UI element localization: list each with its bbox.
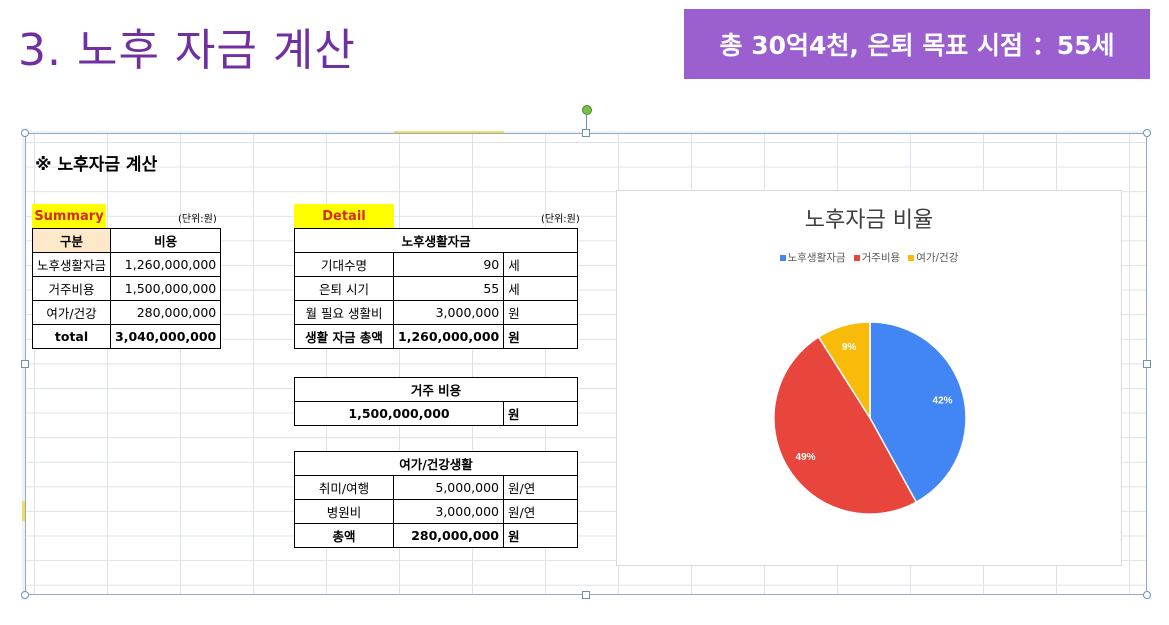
summary-total-value: 3,040,000,000 bbox=[110, 324, 222, 349]
detail-row-value: 55 bbox=[392, 276, 505, 301]
resize-handle-top-left[interactable] bbox=[21, 129, 29, 137]
legend-item: 여가/건강 bbox=[908, 250, 958, 265]
resize-handle-top[interactable] bbox=[582, 129, 590, 137]
pie-slice-label-0: 42% bbox=[933, 395, 953, 406]
summary-row-name: 여가/건강 bbox=[31, 300, 112, 325]
pie-slice-label-2: 9% bbox=[842, 342, 857, 353]
leisure-row-unit: 원/연 bbox=[503, 499, 578, 524]
leisure-row-unit: 원/연 bbox=[503, 475, 578, 500]
slide-title: 3. 노후 자금 계산 bbox=[18, 25, 356, 76]
leisure-total-unit: 원 bbox=[503, 523, 578, 548]
living-expense-title: 노후생활자금 bbox=[293, 228, 579, 253]
legend-item: 노후생활자금 bbox=[779, 250, 846, 265]
legend-label-2: 여가/건강 bbox=[916, 252, 959, 264]
table-row: 은퇴 시기 55 세 bbox=[294, 276, 579, 301]
summary-row-value: 1,260,000,000 bbox=[110, 252, 222, 277]
legend-label-1: 거주비용 bbox=[861, 252, 901, 264]
summary-row-value: 1,500,000,000 bbox=[110, 276, 222, 301]
detail-row-name: 월 필요 생활비 bbox=[294, 300, 394, 325]
table-row: 기대수명 90 세 bbox=[294, 252, 579, 277]
detail-unit: (단위:원) bbox=[541, 214, 580, 225]
chart-legend: 노후생활자금 거주비용 여가/건강 bbox=[616, 250, 1122, 265]
summary-total-name: total bbox=[31, 324, 112, 349]
detail-label: Detail bbox=[294, 204, 394, 228]
leisure-total-value: 280,000,000 bbox=[393, 523, 504, 548]
living-total-unit: 원 bbox=[503, 324, 579, 349]
resize-handle-right[interactable] bbox=[1143, 360, 1151, 368]
sheet-heading: ※ 노후자금 계산 bbox=[35, 155, 158, 175]
summary-header-category: 구분 bbox=[31, 228, 112, 253]
table-row: 생활 자금 총액 1,260,000,000 원 bbox=[294, 324, 579, 349]
summary-row-value: 280,000,000 bbox=[110, 300, 222, 325]
table-row: 취미/여행 5,000,000 원/연 bbox=[294, 475, 578, 500]
rotation-handle[interactable] bbox=[582, 105, 592, 115]
summary-banner: 총 30억4천, 은퇴 목표 시점 ：55세 bbox=[684, 9, 1150, 79]
legend-item: 거주비용 bbox=[853, 250, 901, 265]
living-expense-table: 노후생활자금 기대수명 90 세 은퇴 시기 55 세 월 필요 생활비 3,0… bbox=[293, 228, 579, 349]
legend-swatch-1 bbox=[853, 254, 860, 261]
pie-slice-label-1: 49% bbox=[796, 452, 816, 463]
detail-row-unit: 세 bbox=[503, 276, 579, 301]
living-total-value: 1,260,000,000 bbox=[392, 324, 505, 349]
table-row: 1,500,000,000 원 bbox=[294, 401, 578, 426]
table-row: 총액 280,000,000 원 bbox=[294, 523, 578, 548]
leisure-health-table: 여가/건강생활 취미/여행 5,000,000 원/연 병원비 3,000,00… bbox=[294, 451, 578, 548]
legend-swatch-2 bbox=[908, 254, 915, 261]
rotation-line bbox=[586, 115, 587, 133]
summary-header-cost: 비용 bbox=[110, 228, 222, 253]
leisure-row-name: 병원비 bbox=[294, 499, 394, 524]
resize-handle-bottom-left[interactable] bbox=[21, 591, 29, 599]
resize-handle-bottom-right[interactable] bbox=[1143, 591, 1151, 599]
pie-chart: 42% 49% 9% bbox=[773, 321, 967, 515]
summary-row-name: 거주비용 bbox=[31, 276, 112, 301]
summary-table: 구분 비용 노후생활자금 1,260,000,000 거주비용 1,500,00… bbox=[31, 228, 222, 349]
resize-handle-left[interactable] bbox=[21, 360, 29, 368]
legend-label-0: 노후생활자금 bbox=[787, 252, 846, 264]
detail-row-value: 90 bbox=[392, 252, 505, 277]
resize-handle-bottom[interactable] bbox=[582, 591, 590, 599]
leisure-health-title: 여가/건강생활 bbox=[294, 451, 578, 476]
pie-slice-2[interactable] bbox=[817, 321, 871, 421]
chart-title: 노후자금 비율 bbox=[804, 208, 934, 233]
legend-swatch-0 bbox=[779, 254, 786, 261]
summary-unit: (단위:원) bbox=[178, 214, 217, 225]
table-row: 노후생활자금 1,260,000,000 bbox=[31, 252, 222, 277]
table-row: 여가/건강 280,000,000 bbox=[31, 300, 222, 325]
housing-cost-table: 거주 비용 1,500,000,000 원 bbox=[294, 377, 578, 426]
housing-cost-unit: 원 bbox=[503, 401, 578, 426]
pie-slice-1[interactable] bbox=[773, 335, 918, 515]
table-row: 거주비용 1,500,000,000 bbox=[31, 276, 222, 301]
summary-label: Summary bbox=[32, 204, 106, 228]
object-selection-frame bbox=[25, 133, 1147, 595]
resize-handle-top-right[interactable] bbox=[1143, 129, 1151, 137]
leisure-total-name: 총액 bbox=[294, 523, 394, 548]
table-row: total 3,040,000,000 bbox=[31, 324, 222, 349]
living-total-name: 생활 자금 총액 bbox=[294, 324, 394, 349]
pie-slice-0[interactable] bbox=[869, 321, 967, 504]
